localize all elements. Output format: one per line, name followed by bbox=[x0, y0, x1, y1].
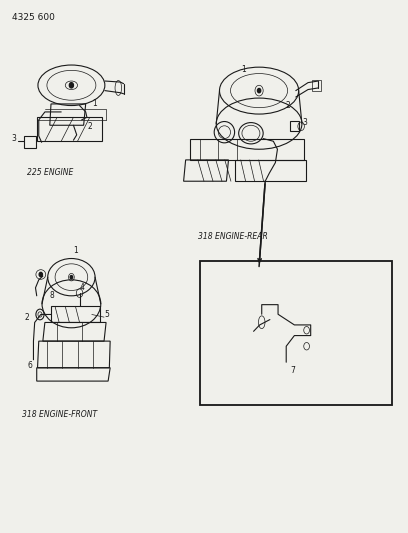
Text: 4: 4 bbox=[80, 284, 84, 292]
Circle shape bbox=[39, 272, 42, 277]
Text: 4325 600: 4325 600 bbox=[12, 13, 55, 22]
Text: 318 ENGINE-FRONT: 318 ENGINE-FRONT bbox=[22, 410, 98, 419]
Text: 2: 2 bbox=[286, 101, 290, 110]
Bar bbox=[24, 136, 36, 148]
Text: 3: 3 bbox=[302, 118, 307, 127]
Bar bbox=[312, 80, 321, 91]
Text: 1: 1 bbox=[241, 65, 246, 74]
Text: 3: 3 bbox=[11, 134, 16, 143]
Text: 2: 2 bbox=[88, 123, 93, 131]
Text: 5: 5 bbox=[104, 310, 109, 319]
Text: 6: 6 bbox=[28, 361, 33, 369]
Text: 2: 2 bbox=[24, 313, 29, 321]
Bar bbox=[290, 121, 299, 131]
Text: 1: 1 bbox=[92, 100, 97, 108]
Bar bbox=[200, 261, 392, 405]
Circle shape bbox=[69, 83, 73, 88]
Circle shape bbox=[70, 276, 73, 279]
Text: 1: 1 bbox=[73, 246, 78, 255]
Text: 8: 8 bbox=[50, 292, 55, 300]
Text: 7: 7 bbox=[290, 366, 295, 375]
Text: 318 ENGINE-REAR: 318 ENGINE-REAR bbox=[198, 232, 268, 241]
Text: 225 ENGINE: 225 ENGINE bbox=[27, 168, 73, 177]
Circle shape bbox=[257, 88, 261, 93]
